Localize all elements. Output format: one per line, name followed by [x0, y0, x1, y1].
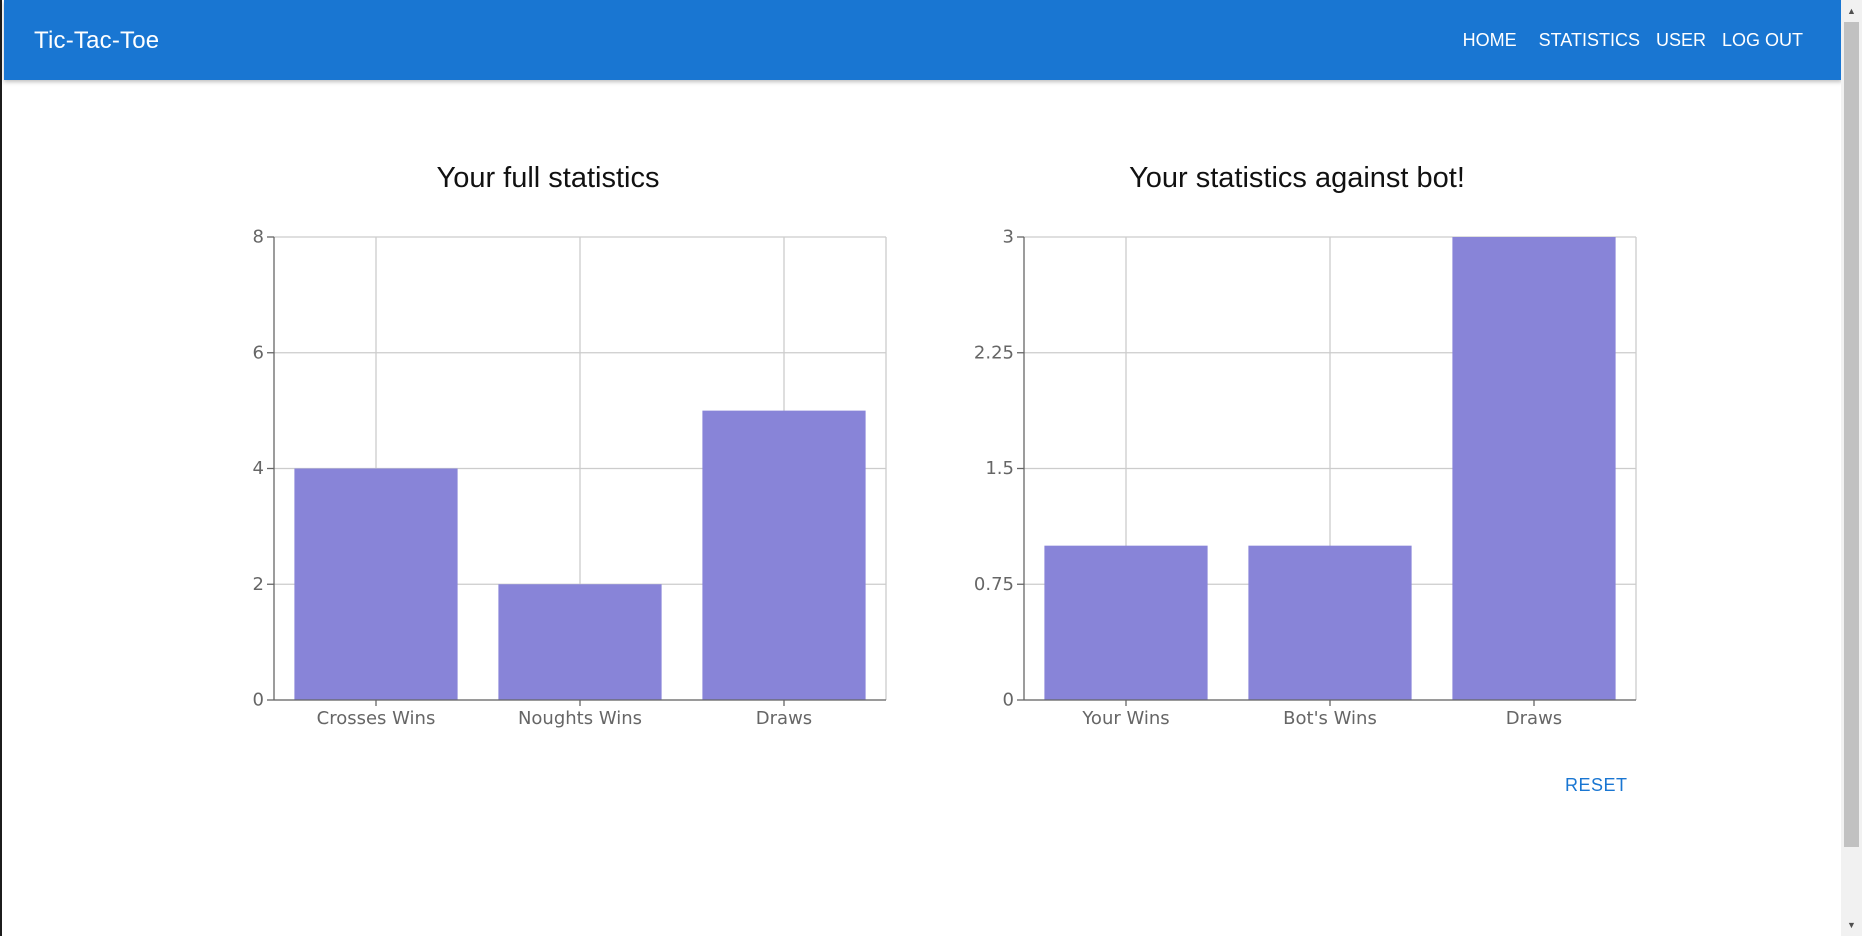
top-nav: HOME STATISTICS USER LOG OUT	[1452, 0, 1814, 80]
nav-user-button[interactable]: USER	[1655, 29, 1706, 50]
y-tick-label: 8	[253, 227, 264, 248]
x-tick-label: Draws	[756, 708, 812, 729]
reset-button[interactable]: RESET	[1565, 775, 1628, 795]
x-tick-label: Draws	[1506, 708, 1562, 729]
x-tick-label: Noughts Wins	[518, 708, 642, 729]
y-tick-label: 0.75	[974, 574, 1014, 595]
y-tick-label: 1.5	[985, 458, 1014, 479]
y-tick-label: 4	[253, 458, 264, 479]
bar-draws	[702, 410, 866, 700]
app-bar: Tic-Tac-Toe HOME STATISTICS USER LOG OUT	[4, 0, 1842, 80]
bar-your-wins	[1044, 545, 1208, 700]
bot-stats-title: Your statistics against bot!	[1129, 162, 1465, 194]
scroll-up-icon[interactable]: ▲	[1847, 6, 1856, 16]
full-stats-chart: 0 2 4 6 8 Crosses Wins Noughts Wins Draws	[253, 227, 887, 729]
y-tick-label: 2	[253, 574, 264, 595]
bot-stats-chart: 0 0.75 1.5 2.25 3 Your Wins Bot's Wins Draws	[974, 227, 1637, 729]
bar-draws	[1452, 237, 1616, 700]
x-tick-label: Bot's Wins	[1283, 708, 1377, 729]
nav-home-button[interactable]: HOME	[1462, 29, 1517, 50]
scrollbar[interactable]: ▲ ▼	[1841, 0, 1862, 936]
nav-statistics-button[interactable]: STATISTICS	[1538, 29, 1640, 50]
bar-noughts-wins	[498, 584, 662, 700]
x-tick-label: Your Wins	[1081, 708, 1169, 729]
scroll-down-icon[interactable]: ▼	[1847, 920, 1856, 930]
nav-logout-button[interactable]: LOG OUT	[1721, 29, 1803, 50]
bar-crosses-wins	[294, 468, 458, 700]
y-tick-label: 3	[1003, 227, 1014, 248]
y-tick-label: 0	[1003, 690, 1014, 711]
y-tick-label: 2.25	[974, 342, 1014, 363]
x-tick-label: Crosses Wins	[317, 708, 436, 729]
y-tick-label: 6	[253, 342, 264, 363]
bar-bot-s-wins	[1248, 545, 1412, 700]
app-title[interactable]: Tic-Tac-Toe	[34, 27, 160, 54]
full-stats-title: Your full statistics	[436, 162, 660, 194]
scroll-thumb[interactable]	[1844, 22, 1859, 847]
y-tick-label: 0	[253, 690, 264, 711]
